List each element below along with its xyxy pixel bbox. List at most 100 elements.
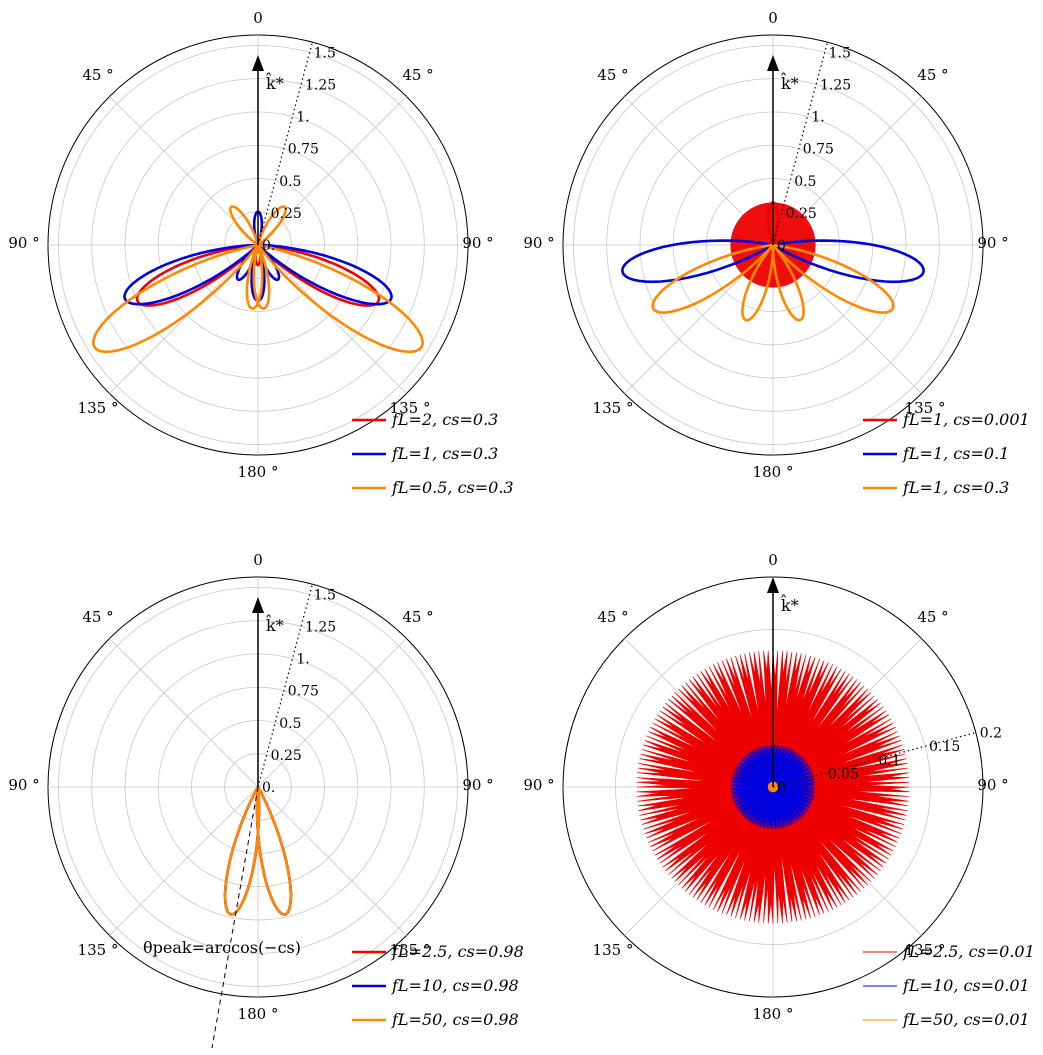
radial-tick-label: 1.5 xyxy=(829,45,851,61)
peak-angle-line xyxy=(211,786,259,1049)
series-lobe xyxy=(255,785,293,916)
angle-label: 0 xyxy=(253,551,263,569)
radial-tick-label: 1.25 xyxy=(305,619,336,635)
k-axis-arrowhead xyxy=(767,577,779,593)
legend-label: fL=1, cs=0.3 xyxy=(391,444,498,463)
legend-label: fL=50, cs=0.01 xyxy=(902,1010,1030,1029)
angle-label: 135 ° xyxy=(390,941,431,959)
series-lobe xyxy=(621,239,775,284)
series-lobe xyxy=(771,243,805,322)
radial-tick-label: 0.1 xyxy=(878,753,900,769)
legend-label: fL=2, cs=0.3 xyxy=(391,410,498,429)
angle-label: 135 ° xyxy=(78,941,119,959)
series-lobe xyxy=(651,243,775,314)
series-lobe xyxy=(229,205,260,247)
series-lobe xyxy=(92,243,260,354)
radial-tick-label: 0.25 xyxy=(271,206,302,222)
radial-tick-label: 0.05 xyxy=(828,766,859,782)
radial-tick-label: 0.75 xyxy=(803,142,834,158)
radial-tick-label: 0.75 xyxy=(288,684,319,700)
radial-tick-label: 1.5 xyxy=(314,587,336,603)
grid-spoke xyxy=(109,244,259,394)
radial-tick-label: 0.5 xyxy=(279,716,301,732)
angle-label: 90 ° xyxy=(977,776,1008,794)
angle-label: 45 ° xyxy=(917,608,948,626)
legend-label: fL=0.5, cs=0.3 xyxy=(391,478,514,497)
radial-axis xyxy=(772,42,828,246)
radial-tick-label: 0. xyxy=(262,238,275,254)
k-axis-arrowhead xyxy=(252,597,264,613)
series-lobe xyxy=(252,243,271,310)
radial-tick-label: 1.25 xyxy=(305,77,336,93)
series-lobe xyxy=(245,243,264,310)
series-lobe xyxy=(255,785,293,916)
radial-tick-label: 1.25 xyxy=(820,77,851,93)
series-lobe xyxy=(741,243,775,322)
k-axis-label: k̂* xyxy=(266,615,284,635)
angle-label: 180 ° xyxy=(238,463,279,481)
k-axis-label: k̂* xyxy=(781,73,799,93)
angle-label: 45 ° xyxy=(597,66,628,84)
angle-label: 45 ° xyxy=(402,66,433,84)
polar-panel-2: 045 ° 45 °90 ° 90 °135 ° 135 °180 °00.250.5… xyxy=(523,9,1029,497)
angle-label: 90 ° xyxy=(977,234,1008,252)
series-lobe xyxy=(255,785,293,916)
angle-label: 45 ° xyxy=(82,66,113,84)
angle-label: 45 ° xyxy=(402,608,433,626)
series-lobe xyxy=(771,243,895,314)
radial-tick-label: 0 xyxy=(777,238,786,254)
angle-label: 135 ° xyxy=(905,941,946,959)
legend-label: fL=2.5, cs=0.98 xyxy=(391,942,524,961)
angle-label: 135 ° xyxy=(593,941,634,959)
series-lobe xyxy=(256,243,424,354)
radial-tick-label: 0 xyxy=(777,780,786,796)
series-lobe xyxy=(123,243,260,306)
legend-label: fL=1, cs=0.3 xyxy=(902,478,1009,497)
series-lobe xyxy=(223,785,261,916)
radial-tick-label: 1. xyxy=(811,110,824,126)
radial-tick-label: 1. xyxy=(296,652,309,668)
grid-spoke xyxy=(109,638,259,788)
radial-tick-label: 0.5 xyxy=(794,174,816,190)
peak-annotation: θpeak=arccos(−cs) xyxy=(143,938,301,957)
legend-label: fL=2.5, cs=0.01 xyxy=(902,942,1035,961)
grid-spoke xyxy=(257,786,407,936)
radial-tick-label: 0.25 xyxy=(786,206,817,222)
angle-label: 45 ° xyxy=(82,608,113,626)
radial-tick-label: 0.75 xyxy=(288,142,319,158)
series-lobe xyxy=(135,243,260,307)
grid-spoke xyxy=(257,244,407,394)
angle-label: 180 ° xyxy=(753,1005,794,1023)
angle-label: 0 xyxy=(253,9,263,27)
angle-label: 180 ° xyxy=(238,1005,279,1023)
polar-panel-3: 0 45 ° 45 ° 90 ° 90 ° 135 ° 135 ° 180 ° 0. 0.25 0.… xyxy=(8,551,524,1049)
grid-spoke xyxy=(109,786,259,936)
angle-label: 45 ° xyxy=(917,66,948,84)
polar-panel-4: 0 45 ° 45 ° 90 ° 90 ° 135 ° 135 ° 180 ° 0 0.05 0.1… xyxy=(523,551,1034,1029)
angle-label: 90 ° xyxy=(462,776,493,794)
k-axis-label: k̂* xyxy=(266,73,284,93)
grid-spoke xyxy=(257,638,407,788)
k-axis-label: k̂* xyxy=(781,595,799,615)
radial-tick-label: 0.2 xyxy=(980,726,1002,742)
angle-label: 180 ° xyxy=(753,463,794,481)
angle-label: 135 ° xyxy=(905,399,946,417)
angle-label: 135 ° xyxy=(390,399,431,417)
radial-tick-label: 1. xyxy=(296,110,309,126)
legend-label: fL=10, cs=0.98 xyxy=(391,976,519,995)
series-lobe xyxy=(256,243,381,307)
angle-label: 90 ° xyxy=(523,234,554,252)
series-lobe xyxy=(771,239,925,284)
radial-tick-label: 1.5 xyxy=(314,45,336,61)
series-lobe xyxy=(223,785,261,916)
angle-label: 90 ° xyxy=(523,776,554,794)
angle-label: 90 ° xyxy=(8,234,39,252)
legend-label: fL=10, cs=0.01 xyxy=(902,976,1030,995)
radial-tick-label: 0. xyxy=(262,780,275,796)
angle-label: 135 ° xyxy=(593,399,634,417)
radial-axis xyxy=(257,584,313,788)
series-lobe xyxy=(256,205,287,247)
series-lobe xyxy=(256,243,393,306)
angle-label: 0 xyxy=(768,551,778,569)
